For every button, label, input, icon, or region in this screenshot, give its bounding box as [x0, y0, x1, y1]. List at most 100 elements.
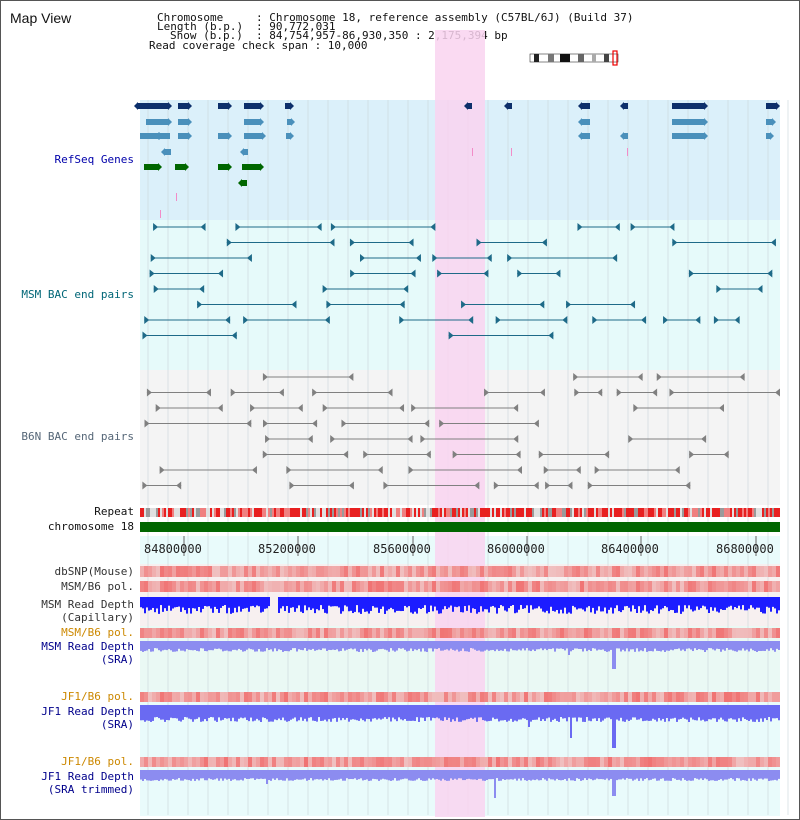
track-label-refseq[interactable]: RefSeq Genes: [54, 153, 134, 166]
length-key: Length (b.p.): [157, 20, 244, 33]
track-label-msm-bac[interactable]: MSM BAC end pairs: [21, 288, 134, 301]
depth-bar: [632, 770, 634, 781]
depth-bar: [724, 597, 726, 610]
repeat-block: [338, 508, 340, 517]
depth-bar: [408, 597, 410, 607]
heat-cell: [716, 757, 720, 767]
depth-bar: [334, 770, 336, 780]
bac-end-marker: [246, 419, 252, 428]
bac-end-marker: [312, 419, 318, 428]
repeat-block: [524, 508, 526, 517]
depth-bar: [670, 597, 672, 610]
heat-cell: [400, 692, 404, 702]
depth-bar: [306, 597, 308, 611]
heat-cell: [636, 628, 640, 638]
bac-end-marker: [322, 285, 328, 293]
repeat-block: [364, 508, 366, 517]
repeat-block: [768, 508, 770, 517]
depth-bar: [558, 705, 560, 722]
heat-cell: [472, 566, 476, 577]
depth-bar: [350, 770, 352, 780]
heat-cell: [628, 757, 632, 767]
depth-bar: [408, 770, 410, 781]
depth-bar: [554, 641, 556, 652]
repeat-block: [722, 508, 724, 517]
track-label-b6n-bac[interactable]: B6N BAC end pairs: [21, 430, 134, 443]
repeat-block: [422, 508, 424, 517]
heat-cell: [152, 581, 156, 592]
repeat-block: [600, 508, 602, 517]
depth-bar: [630, 597, 632, 612]
heat-cell: [404, 628, 408, 638]
bac-end-marker: [200, 223, 206, 231]
bac-end-marker: [719, 404, 725, 412]
depth-bar: [618, 770, 620, 780]
depth-bar: [228, 770, 230, 779]
depth-bar: [766, 770, 768, 779]
depth-bar: [532, 770, 534, 780]
heat-cell: [552, 757, 556, 767]
heat-cell: [444, 628, 448, 638]
heat-cell: [744, 692, 748, 702]
gene-arrow: [228, 102, 232, 110]
gene-feature: [134, 102, 154, 110]
gene-arrow: [134, 102, 138, 110]
heat-cell: [708, 628, 712, 638]
depth-bar: [364, 597, 366, 612]
bac-end-marker: [146, 388, 152, 397]
depth-bar: [694, 597, 696, 611]
depth-bar: [234, 705, 236, 722]
depth-bar: [164, 770, 166, 779]
depth-bar: [338, 770, 340, 780]
heat-cell: [548, 692, 552, 702]
heat-cell: [552, 581, 556, 592]
heat-cell: [344, 566, 348, 577]
heat-cell: [612, 628, 616, 638]
depth-bar: [328, 597, 330, 606]
gene-body: [140, 133, 158, 139]
heat-cell: [160, 692, 164, 702]
bac-end-marker: [349, 238, 355, 247]
depth-bar: [282, 770, 284, 781]
depth-bar: [490, 770, 492, 780]
heat-cell: [380, 757, 384, 767]
depth-bar: [358, 770, 360, 780]
heat-cell: [400, 628, 404, 638]
depth-bar: [750, 705, 752, 720]
repeat-block: [760, 508, 762, 517]
heat-cell: [376, 566, 380, 577]
repeat-block: [668, 508, 670, 517]
depth-bar: [604, 705, 606, 719]
bac-end-marker: [324, 316, 330, 324]
heat-cell: [348, 692, 352, 702]
depth-bar: [398, 641, 400, 649]
depth-bar: [730, 641, 732, 650]
depth-bar: [732, 705, 734, 720]
heat-cell: [720, 692, 724, 702]
depth-bar: [586, 770, 588, 781]
repeat-block: [276, 508, 278, 517]
depth-bar: [426, 597, 428, 614]
gene-body: [165, 149, 171, 155]
repeat-block: [252, 508, 254, 517]
heat-cell: [376, 757, 380, 767]
heat-cell: [432, 628, 436, 638]
depth-bar: [708, 641, 710, 649]
depth-bar: [498, 597, 500, 609]
depth-bar: [672, 597, 674, 611]
ideogram-band: [534, 54, 539, 62]
depth-bar: [470, 641, 472, 649]
depth-bar: [568, 641, 570, 655]
depth-bar: [578, 705, 580, 718]
heat-cell: [520, 581, 524, 592]
depth-bar: [546, 641, 548, 651]
depth-bar: [522, 770, 524, 779]
depth-bar: [598, 597, 600, 607]
repeat-block: [358, 508, 360, 517]
heat-cell: [464, 692, 468, 702]
depth-bar: [774, 705, 776, 719]
depth-bar: [264, 641, 266, 652]
heat-cell: [208, 757, 212, 767]
heat-cell: [736, 692, 740, 702]
